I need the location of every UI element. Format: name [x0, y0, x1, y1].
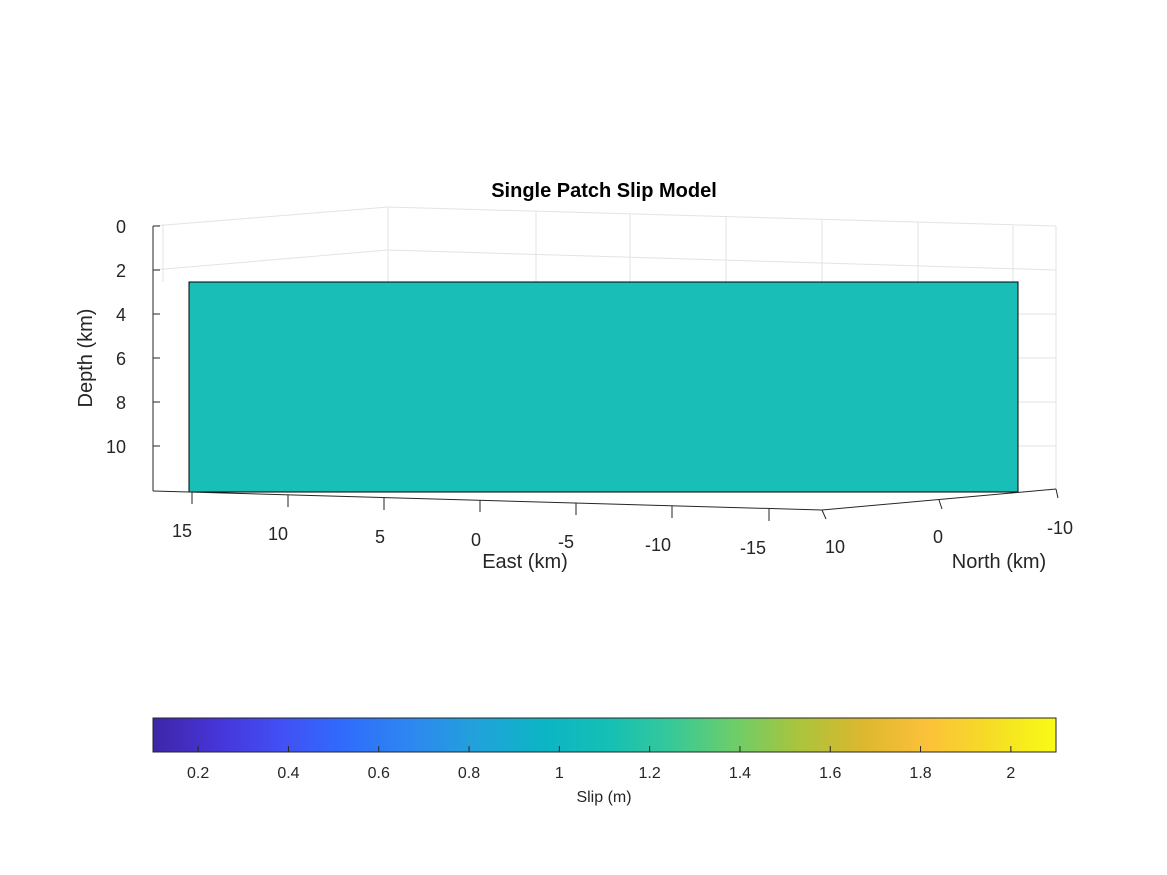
north-tick-label: 10 — [825, 537, 845, 557]
colorbar-tick-label: 1.2 — [639, 765, 661, 782]
north-tick-0 — [938, 499, 943, 510]
east-axis-label: East (km) — [482, 551, 568, 573]
depth-tick-label: 6 — [116, 349, 126, 369]
colorbar-tick-label: 1.6 — [819, 765, 841, 782]
east-axis-line — [152, 490, 823, 511]
depth-tick-label: 2 — [116, 261, 126, 281]
colorbar-tick-label: 0.2 — [187, 765, 209, 782]
east-tick-label: -5 — [558, 532, 574, 552]
north-axis-line — [821, 488, 1057, 511]
colorbar-tick-label: 0.6 — [368, 765, 390, 782]
colorbar-tick-label: 1.4 — [729, 765, 751, 782]
depth-tick-label: 4 — [116, 305, 126, 325]
depth-grid-2 — [152, 249, 389, 271]
colorbar-tick-label: 2 — [1006, 765, 1015, 782]
depth-tick-label: 0 — [116, 217, 126, 237]
back-top-left-edge — [152, 206, 389, 227]
depth-tick-label: 8 — [116, 393, 126, 413]
north-tick-m10 — [1055, 488, 1059, 499]
east-tick-label: 15 — [172, 521, 192, 541]
colorbar-tick-label: 1.8 — [909, 765, 931, 782]
north-tick-label: -10 — [1047, 518, 1073, 538]
north-tick-10 — [821, 509, 827, 520]
east-tick-labels: 15 10 5 0 -5 -10 -15 — [172, 521, 766, 558]
colorbar-gradient — [152, 717, 1057, 753]
depth-axis-label: Depth (km) — [75, 309, 97, 408]
east-tick-label: 10 — [268, 524, 288, 544]
north-tick-label: 0 — [933, 527, 943, 547]
colorbar-tick-label: 0.4 — [277, 765, 299, 782]
slip-patch — [188, 281, 1019, 493]
north-axis-label: North (km) — [952, 551, 1046, 573]
chart-title: Single Patch Slip Model — [491, 180, 717, 202]
axes-lines — [152, 225, 1059, 521]
axes-3d — [152, 206, 1057, 491]
colorbar: 0.2 0.4 0.6 0.8 1 1.2 1.4 1.6 1.8 2 Slip (m) — [152, 717, 1057, 806]
depth-tick-label: 10 — [106, 437, 126, 457]
back-top-right-edge — [387, 206, 1057, 227]
east-tick-label: -15 — [740, 538, 766, 558]
east-tick-label: 0 — [471, 530, 481, 550]
colorbar-ticks — [197, 746, 1012, 752]
north-tick-labels: 10 0 -10 — [825, 518, 1073, 557]
depth-grid-2b — [387, 249, 1057, 271]
depth-tick-labels: 0 2 4 6 8 10 — [106, 217, 126, 457]
east-tick-label: -10 — [645, 535, 671, 555]
colorbar-tick-label: 1 — [555, 765, 564, 782]
colorbar-tick-labels: 0.2 0.4 0.6 0.8 1 1.2 1.4 1.6 1.8 2 — [187, 765, 1015, 782]
east-tick-label: 5 — [375, 527, 385, 547]
colorbar-label: Slip (m) — [576, 789, 631, 806]
colorbar-tick-label: 0.8 — [458, 765, 480, 782]
